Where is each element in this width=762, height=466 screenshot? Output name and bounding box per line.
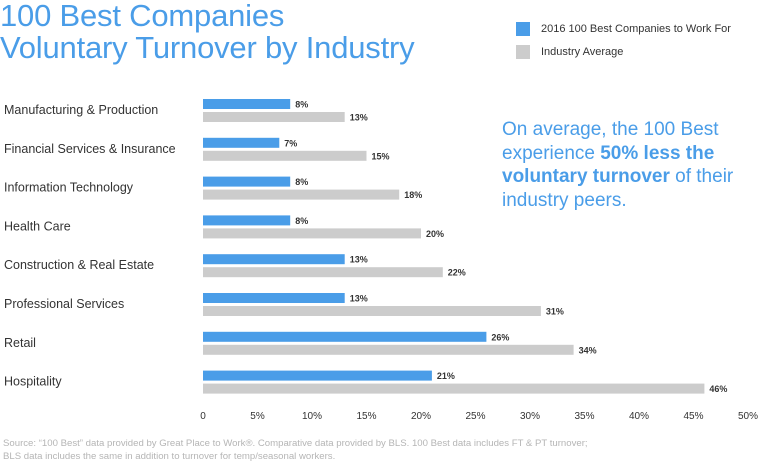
bar-industry-average-retail <box>203 344 574 355</box>
x-tick-label-10: 10% <box>302 411 322 422</box>
callout-post: of their industry peers. <box>502 166 734 211</box>
data-label-industry-average-information-technology: 18% <box>404 190 422 200</box>
legend-label-100-best: 2016 100 Best Companies to Work For <box>541 23 731 35</box>
data-label-industry-average-professional-services: 31% <box>546 307 564 317</box>
data-label-100-best-retail: 26% <box>491 332 509 342</box>
bar-100-best-health-care <box>203 215 291 226</box>
legend-label-industry-average: Industry Average <box>541 46 624 58</box>
chart-title: 100 Best Companies Voluntary Turnover by… <box>0 0 415 65</box>
bar-industry-average-manufacturing-and-production <box>203 112 345 122</box>
category-label-financial-services-and-insurance: Financial Services & Insurance <box>4 142 176 156</box>
x-tick-label-20: 20% <box>411 411 431 422</box>
bar-100-best-financial-services-and-insurance <box>203 137 280 148</box>
category-label-professional-services: Professional Services <box>4 297 124 311</box>
source-line-2: BLS data includes the same in addition t… <box>3 450 336 462</box>
data-label-100-best-hospitality: 21% <box>437 371 455 381</box>
x-tick-label-40: 40% <box>629 411 649 422</box>
x-tick-label-25: 25% <box>465 411 485 422</box>
bar-100-best-construction-and-real-estate <box>203 254 345 265</box>
data-label-industry-average-manufacturing-and-production: 13% <box>350 113 368 123</box>
x-tick-label-15: 15% <box>356 411 376 422</box>
x-tick-label-5: 5% <box>250 411 265 422</box>
source-note: Source: “100 Best” data provided by Grea… <box>3 438 762 463</box>
data-label-100-best-construction-and-real-estate: 13% <box>350 255 368 265</box>
data-label-industry-average-health-care: 20% <box>426 229 444 239</box>
bar-100-best-information-technology <box>203 176 291 187</box>
data-label-100-best-manufacturing-and-production: 8% <box>295 100 308 110</box>
callout-text: On average, the 100 Best experience 50% … <box>502 118 752 212</box>
category-label-health-care: Health Care <box>4 219 71 233</box>
chart-title-line-2: Voluntary Turnover by Industry <box>0 30 415 65</box>
legend: 2016 100 Best Companies to Work For Indu… <box>516 22 731 68</box>
data-label-100-best-health-care: 8% <box>295 216 308 226</box>
chart-title-line-1: 100 Best Companies <box>0 0 285 33</box>
bar-industry-average-information-technology <box>203 189 400 200</box>
category-label-retail: Retail <box>4 336 36 350</box>
source-line-1: Source: “100 Best” data provided by Grea… <box>3 438 588 449</box>
legend-swatch-industry-average <box>516 45 530 59</box>
data-label-industry-average-retail: 34% <box>579 345 597 355</box>
data-label-100-best-professional-services: 13% <box>350 294 368 304</box>
data-label-industry-average-financial-services-and-insurance: 15% <box>372 151 390 161</box>
legend-item-industry-average: Industry Average <box>516 45 731 59</box>
legend-item-100-best: 2016 100 Best Companies to Work For <box>516 22 731 36</box>
bar-100-best-hospitality <box>203 370 432 381</box>
bar-industry-average-professional-services <box>203 306 541 316</box>
legend-swatch-100-best <box>516 22 530 36</box>
x-tick-label-30: 30% <box>520 411 540 422</box>
bar-100-best-manufacturing-and-production <box>203 99 291 109</box>
category-label-construction-and-real-estate: Construction & Real Estate <box>4 258 154 272</box>
category-label-hospitality: Hospitality <box>4 375 62 389</box>
x-tick-label-35: 35% <box>574 411 594 422</box>
callout-bold: 50% less the voluntary turnover <box>502 142 715 188</box>
bar-100-best-retail <box>203 331 487 342</box>
bar-100-best-professional-services <box>203 293 345 303</box>
x-tick-label-50: 50% <box>738 411 758 422</box>
bar-industry-average-health-care <box>203 228 421 239</box>
bar-industry-average-financial-services-and-insurance <box>203 150 367 161</box>
x-tick-label-45: 45% <box>683 411 703 422</box>
data-label-industry-average-construction-and-real-estate: 22% <box>448 268 466 278</box>
bar-industry-average-construction-and-real-estate <box>203 267 443 278</box>
category-label-manufacturing-and-production: Manufacturing & Production <box>4 103 158 117</box>
data-label-100-best-information-technology: 8% <box>295 177 308 187</box>
x-tick-label-0: 0 <box>200 411 206 422</box>
data-label-industry-average-hospitality: 46% <box>709 384 727 394</box>
data-label-100-best-financial-services-and-insurance: 7% <box>284 138 297 148</box>
bar-industry-average-hospitality <box>203 383 705 394</box>
category-label-information-technology: Information Technology <box>4 181 134 195</box>
callout-pre: On average, the 100 Best experience <box>502 119 719 164</box>
